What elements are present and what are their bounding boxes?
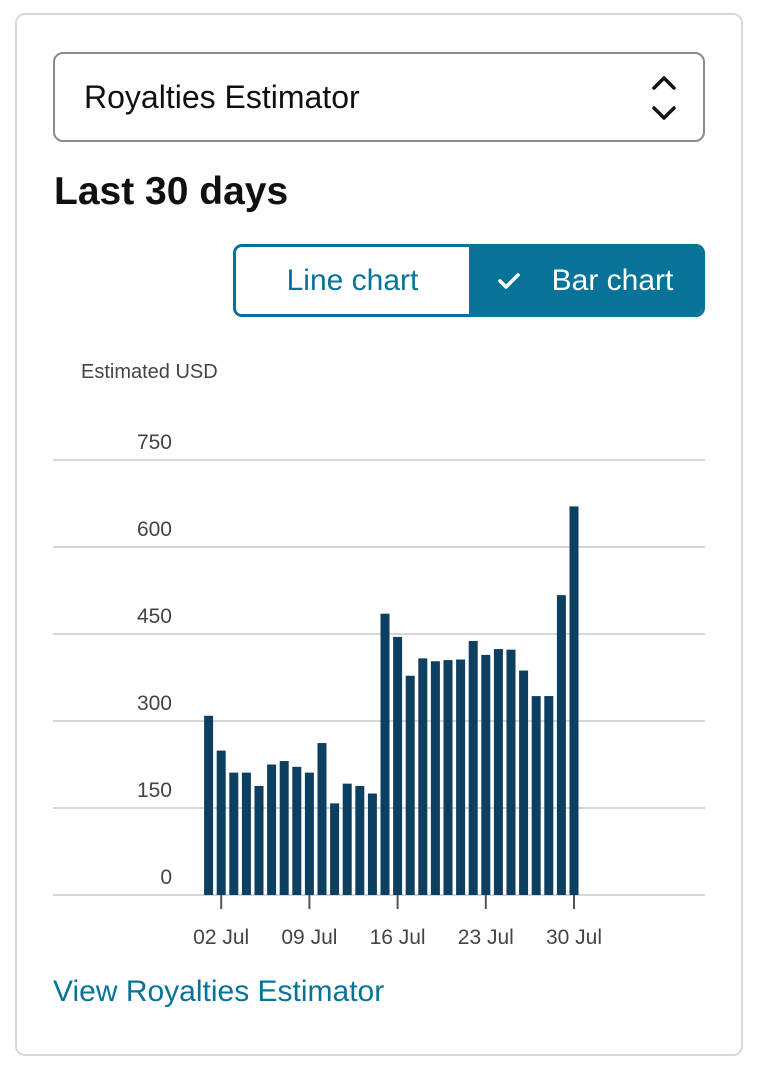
y-tick-label: 450 (137, 605, 172, 628)
y-tick-label: 300 (137, 692, 172, 715)
bar (468, 640, 478, 895)
bar (506, 649, 516, 895)
bar (418, 658, 428, 895)
bar (355, 785, 365, 895)
bar (569, 506, 579, 895)
x-tick-label: 23 Jul (458, 926, 514, 949)
bar (342, 783, 352, 895)
bar (330, 803, 340, 895)
bar (204, 715, 214, 895)
bar (267, 764, 277, 895)
y-tick-label: 750 (137, 431, 172, 454)
line-chart-button[interactable]: Line chart (236, 247, 469, 314)
bar (456, 659, 466, 895)
y-tick-label: 0 (160, 866, 172, 889)
bar (519, 670, 529, 895)
bar (393, 636, 403, 895)
chart-type-toggle: Line chart Bar chart (233, 244, 705, 317)
bar (241, 772, 251, 895)
x-tick-label: 02 Jul (193, 926, 249, 949)
bar (279, 761, 289, 895)
bar (292, 766, 302, 895)
x-tick-label: 09 Jul (281, 926, 337, 949)
y-tick-label: 150 (137, 779, 172, 802)
line-chart-label: Line chart (286, 263, 419, 297)
bar (430, 661, 440, 895)
x-tick-label: 30 Jul (546, 926, 602, 949)
period-title: Last 30 days (54, 170, 289, 213)
royalties-bar-chart: Estimated USD 0 150 300 450 600 750 02 Jul 09 Ju… (53, 361, 705, 949)
bar (254, 785, 264, 895)
bar (367, 793, 377, 895)
bar (544, 696, 554, 895)
royalties-card (15, 13, 743, 1056)
bar (531, 696, 541, 895)
view-royalties-estimator-link[interactable]: View Royalties Estimator (53, 975, 385, 1008)
y-axis-label: Estimated USD (81, 361, 218, 383)
bar-chart-label: Bar chart (551, 263, 674, 297)
bar (216, 750, 226, 895)
bar-chart-button[interactable]: Bar chart (469, 247, 702, 314)
chevron-up-down-icon (651, 74, 677, 127)
bar (443, 660, 453, 895)
y-tick-label: 600 (137, 518, 172, 541)
bar (380, 613, 390, 895)
bar (556, 595, 566, 895)
checkmark-icon (497, 272, 520, 290)
report-select-label: Royalties Estimator (84, 78, 360, 115)
bar (493, 649, 503, 895)
bar (304, 772, 314, 895)
bar (317, 743, 327, 895)
x-tick-label: 16 Jul (370, 926, 426, 949)
report-select[interactable]: Royalties Estimator (53, 52, 705, 142)
bar (229, 772, 239, 895)
bar (405, 675, 415, 895)
bar (481, 654, 491, 895)
